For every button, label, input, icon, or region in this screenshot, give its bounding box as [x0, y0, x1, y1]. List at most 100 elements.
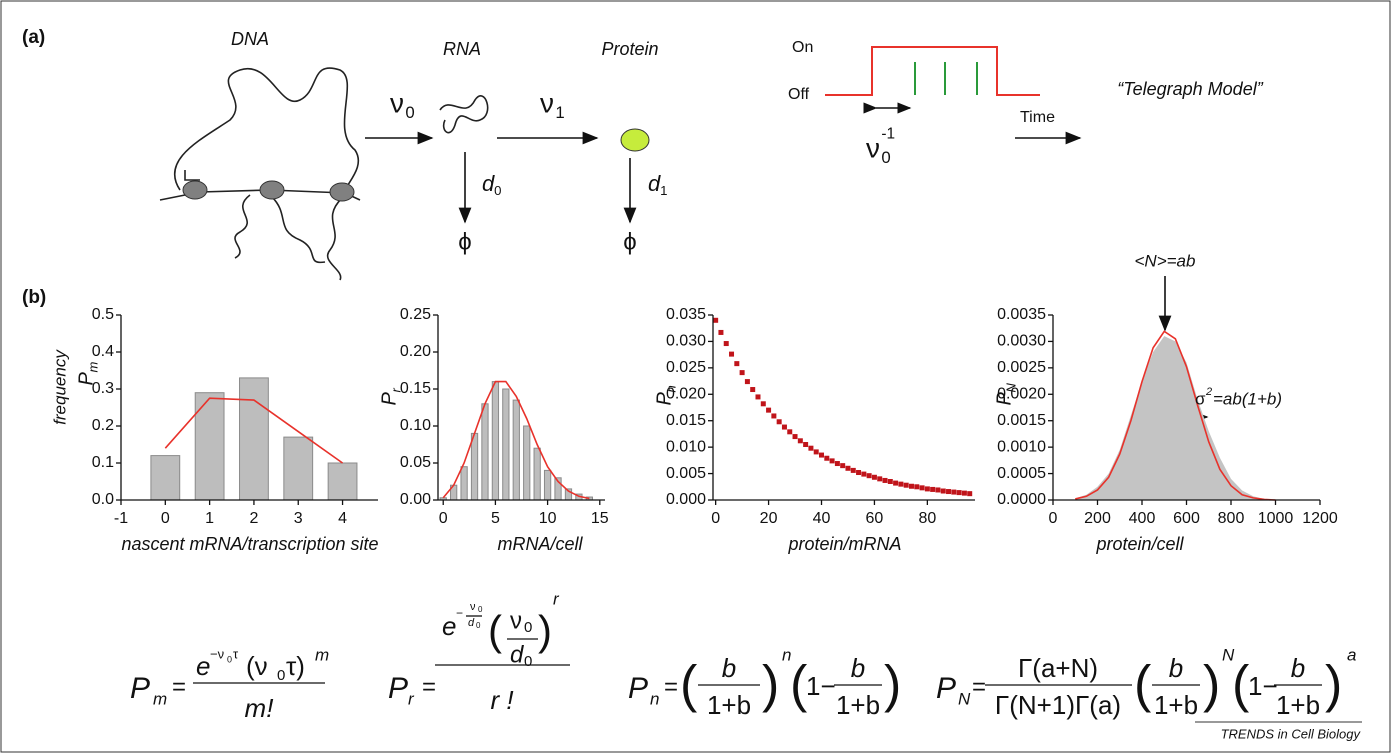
y-symbol: P [378, 392, 400, 406]
rate-subscript: 1 [555, 103, 564, 122]
annotation: 2 [1205, 386, 1212, 398]
protein-blob [620, 128, 650, 152]
equation-token: b [722, 653, 736, 683]
equation-token: ( [680, 656, 698, 714]
marker [903, 482, 909, 488]
marker [840, 463, 846, 469]
equation-token: ) [884, 656, 901, 714]
x-tick-label: 80 [918, 510, 936, 527]
y-symbol-subscript: N [1003, 383, 1018, 393]
bar [523, 425, 531, 501]
equation-token: e [196, 651, 210, 681]
x-tick-label: 2 [249, 510, 258, 527]
y-symbol: Pn [653, 385, 678, 405]
equation-token: ( [1134, 656, 1152, 714]
equation-token: m [315, 645, 329, 664]
bar [502, 388, 510, 501]
equation-token: 0 [478, 605, 483, 614]
footer: TRENDS in Cell Biology [1221, 726, 1362, 741]
equation-token: 0 [277, 667, 285, 684]
marker [776, 419, 782, 425]
equation-token: P [936, 672, 956, 705]
rate-symbol: ν [540, 87, 554, 118]
y-tick-label: 0.00 [400, 491, 431, 508]
marker [930, 486, 936, 492]
equation-token: d [468, 617, 475, 629]
rate-symbol: ν [866, 132, 880, 163]
dna-strand [173, 67, 360, 191]
diagram-label: DNA [231, 29, 269, 49]
polymerase [182, 180, 208, 200]
y-symbol: PN [993, 383, 1018, 406]
marker [766, 407, 772, 413]
y-tick-label: 0.020 [666, 386, 706, 403]
y-tick-label: 0.0010 [997, 438, 1046, 455]
x-tick-label: 0 [439, 510, 448, 527]
equation-token: − [456, 606, 463, 620]
marker [713, 317, 719, 323]
marker [771, 413, 777, 419]
y-symbol: Pm [75, 362, 100, 386]
bar [491, 381, 500, 501]
y-symbol: P [993, 392, 1015, 406]
marker [961, 490, 967, 496]
equation-token: b [1169, 653, 1183, 683]
marker [813, 449, 819, 455]
y-tick-label: 0.0015 [997, 412, 1046, 429]
marker [887, 479, 893, 484]
marker [914, 484, 920, 490]
y-tick-label: 0.0035 [997, 306, 1046, 323]
polymerase [329, 182, 355, 202]
equation-token: 0 [476, 621, 481, 630]
y-tick-label: 0.030 [666, 333, 706, 350]
marker [845, 465, 851, 471]
y-tick-label: 0.0005 [997, 465, 1046, 482]
marker [834, 461, 840, 467]
equation-token: P [628, 672, 648, 705]
sink: ϕ [623, 228, 636, 255]
bar [194, 392, 225, 501]
diagram-label: Off [788, 86, 810, 103]
equation-token: ν [510, 607, 522, 634]
equation-token: ( [488, 607, 502, 654]
annotation: =ab(1+b) [1213, 389, 1282, 408]
equation-token: τ [233, 646, 239, 661]
marker [919, 485, 925, 491]
marker [781, 424, 787, 430]
equation-token: Γ(a+N) [1018, 653, 1098, 683]
marker [803, 442, 809, 447]
diagram-label: RNA [443, 39, 481, 59]
rna-drawing [439, 95, 489, 134]
y-tick-label: 0.20 [400, 343, 431, 360]
equation-token: P [388, 672, 408, 705]
marker [824, 455, 830, 461]
equation-token: n [650, 689, 659, 708]
panel-label: (b) [22, 287, 46, 308]
rate-symbol: d [648, 171, 661, 196]
equation-token: N [1222, 645, 1235, 664]
x-tick-label: 1000 [1258, 510, 1294, 527]
marker [718, 329, 724, 335]
bar [512, 399, 520, 501]
marker [877, 476, 883, 482]
equation-token: r ! [490, 685, 513, 715]
equation-token: n [782, 645, 791, 664]
marker [829, 458, 835, 464]
panel-label: (a) [22, 27, 45, 48]
y-tick-label: 0.0025 [997, 359, 1046, 376]
equation-token: m [153, 689, 167, 708]
polymerases [182, 180, 355, 202]
y-symbol: P [653, 392, 675, 406]
marker [819, 452, 825, 458]
y-tick-label: 0.015 [666, 412, 706, 429]
y-tick-label: 0.0 [92, 491, 114, 508]
sink: ϕ [458, 228, 471, 255]
x-tick-label: 600 [1173, 510, 1200, 527]
promoter-arrow [184, 170, 200, 181]
equation-token: ) [1325, 656, 1342, 714]
equation-token: 1− [806, 671, 836, 701]
x-axis-label: protein/cell [1095, 534, 1184, 554]
curve [442, 380, 590, 500]
rate-superscript: -1 [881, 126, 895, 143]
marker [946, 489, 952, 495]
